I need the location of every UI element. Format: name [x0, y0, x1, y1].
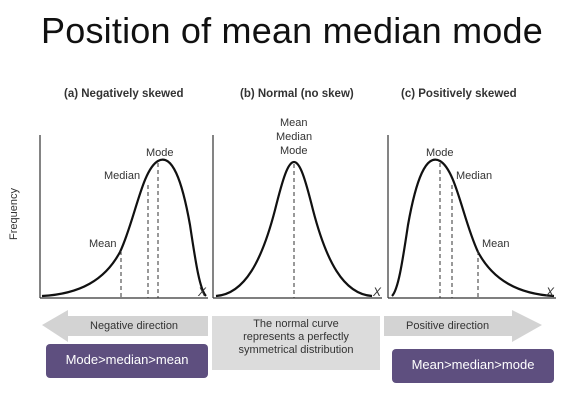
note-line-2: represents a perfectly: [243, 331, 349, 343]
note-line-1: The normal curve: [253, 318, 339, 330]
panel-a-title: (a) Negatively skewed: [64, 88, 184, 100]
panel-a-axes: [39, 135, 208, 299]
negative-skew-curve: [41, 158, 207, 298]
note-line-3: symmetrical distribution: [238, 344, 354, 356]
panel-c-x-label: X: [546, 285, 555, 299]
panel-b-axes: [212, 135, 382, 299]
panel-c-axes: [387, 135, 556, 299]
panel-a-mode-label: Mode: [146, 147, 174, 159]
page-title: Position of mean median mode: [41, 10, 543, 51]
negative-skew-order-badge: Mode>median>mean: [46, 344, 208, 378]
panel-c-dashes: [439, 163, 479, 298]
panel-c-title: (c) Positively skewed: [401, 88, 517, 100]
panel-a-mean-label: Mean: [89, 238, 117, 250]
panel-a-x-label: X: [198, 285, 207, 299]
panel-b-median-label: Median: [276, 131, 313, 143]
positive-skew-curve: [391, 158, 555, 298]
normal-curve-note: The normal curve represents a perfectly …: [212, 318, 380, 357]
panel-c-mean-label: Mean: [482, 238, 510, 250]
panel-b-title: (b) Normal (no skew): [240, 88, 354, 100]
positive-direction-label: Positive direction: [406, 320, 490, 332]
positive-direction-arrow: [384, 310, 542, 342]
panel-c-median-label: Median: [456, 170, 493, 182]
panel-a-median-label: Median: [104, 170, 141, 182]
normal-curve-note-box: [212, 316, 380, 370]
negative-direction-arrow: [42, 310, 208, 342]
panel-b-mode-label: Mode: [280, 145, 308, 157]
normal-curve: [215, 160, 373, 298]
panel-b-x-label: X: [373, 285, 382, 299]
panel-b-mean-label: Mean: [280, 117, 308, 129]
panel-a-dashes: [120, 163, 159, 298]
negative-direction-label: Negative direction: [90, 320, 179, 332]
positive-skew-order-badge: Mean>median>mode: [392, 349, 554, 383]
panel-c-mode-label: Mode: [426, 147, 454, 159]
